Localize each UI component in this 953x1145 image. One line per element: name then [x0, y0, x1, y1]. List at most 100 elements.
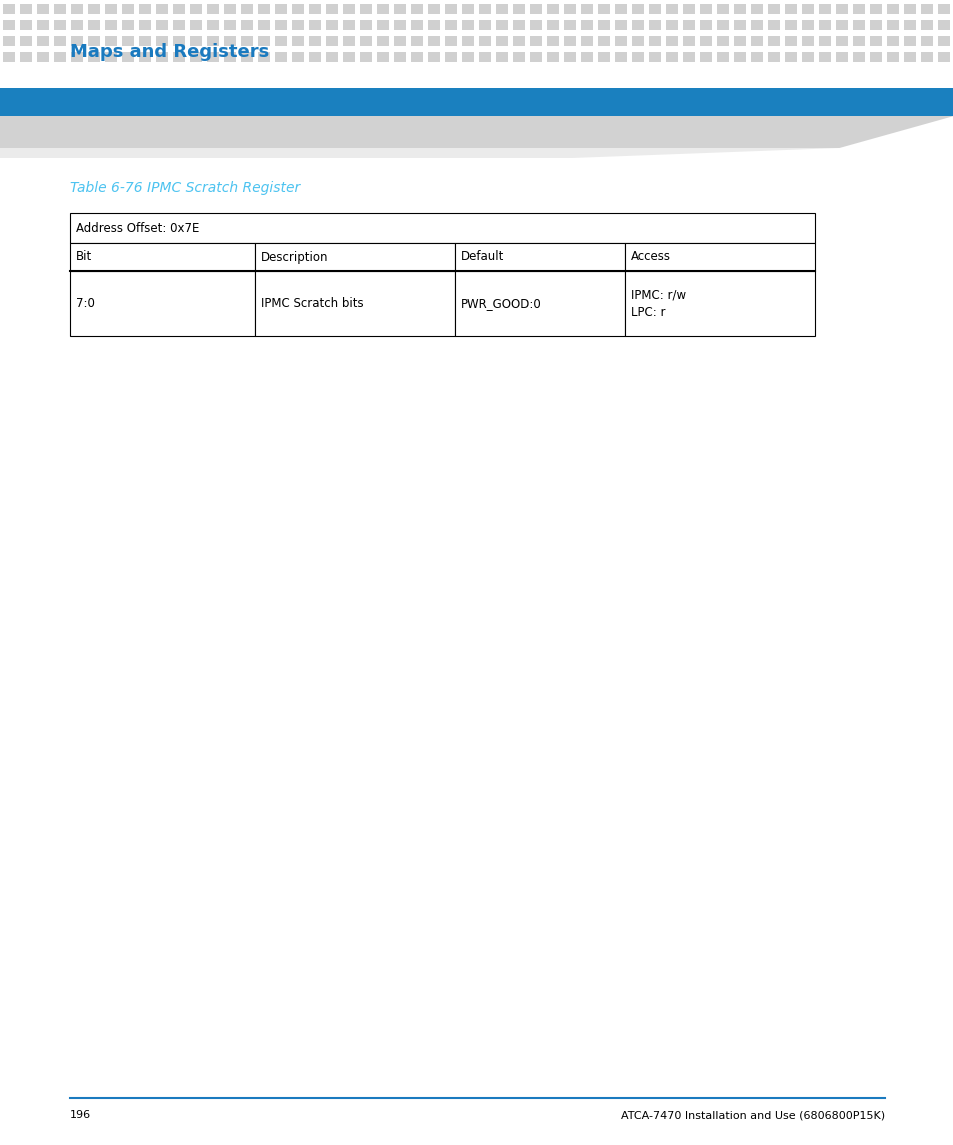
- Bar: [903, 3, 915, 14]
- Bar: [733, 35, 745, 46]
- Bar: [394, 35, 406, 46]
- Bar: [530, 19, 541, 30]
- Bar: [359, 3, 372, 14]
- Bar: [241, 3, 253, 14]
- Bar: [343, 52, 355, 62]
- Bar: [292, 3, 304, 14]
- Bar: [631, 19, 643, 30]
- Bar: [648, 35, 660, 46]
- Bar: [343, 19, 355, 30]
- Bar: [615, 3, 626, 14]
- Bar: [563, 3, 576, 14]
- Bar: [105, 19, 117, 30]
- Bar: [530, 35, 541, 46]
- Bar: [274, 52, 287, 62]
- Bar: [411, 19, 422, 30]
- Bar: [682, 35, 695, 46]
- Bar: [835, 52, 847, 62]
- Bar: [700, 35, 711, 46]
- Bar: [937, 3, 949, 14]
- Bar: [801, 19, 813, 30]
- Bar: [257, 3, 270, 14]
- Text: Maps and Registers: Maps and Registers: [70, 44, 269, 61]
- Bar: [309, 52, 320, 62]
- Bar: [190, 35, 202, 46]
- Bar: [359, 35, 372, 46]
- Bar: [274, 19, 287, 30]
- Bar: [411, 3, 422, 14]
- Bar: [598, 19, 609, 30]
- Text: Access: Access: [630, 251, 670, 263]
- Bar: [835, 19, 847, 30]
- Bar: [648, 19, 660, 30]
- Bar: [852, 35, 864, 46]
- Bar: [37, 19, 49, 30]
- Bar: [717, 19, 728, 30]
- Bar: [207, 52, 219, 62]
- Bar: [733, 19, 745, 30]
- Bar: [750, 3, 762, 14]
- Text: IPMC Scratch bits: IPMC Scratch bits: [261, 297, 363, 310]
- Bar: [156, 19, 168, 30]
- Bar: [444, 35, 456, 46]
- Bar: [88, 3, 100, 14]
- Bar: [767, 3, 780, 14]
- Bar: [801, 3, 813, 14]
- Bar: [190, 52, 202, 62]
- Bar: [455, 271, 624, 335]
- Bar: [903, 35, 915, 46]
- Bar: [359, 52, 372, 62]
- Bar: [105, 35, 117, 46]
- Bar: [241, 35, 253, 46]
- Text: ATCA-7470 Installation and Use (6806800P15K): ATCA-7470 Installation and Use (6806800P…: [620, 1110, 884, 1120]
- Bar: [70, 271, 254, 335]
- Bar: [309, 19, 320, 30]
- Bar: [88, 19, 100, 30]
- Bar: [139, 19, 151, 30]
- Bar: [172, 3, 185, 14]
- Bar: [598, 35, 609, 46]
- Bar: [254, 243, 455, 271]
- Bar: [71, 35, 83, 46]
- Bar: [624, 271, 814, 335]
- Bar: [530, 3, 541, 14]
- Bar: [309, 3, 320, 14]
- Bar: [343, 35, 355, 46]
- Bar: [546, 3, 558, 14]
- Bar: [394, 3, 406, 14]
- Bar: [563, 35, 576, 46]
- Bar: [801, 52, 813, 62]
- Bar: [428, 19, 439, 30]
- Bar: [3, 52, 15, 62]
- Bar: [648, 52, 660, 62]
- Bar: [274, 35, 287, 46]
- Bar: [513, 3, 524, 14]
- Bar: [496, 3, 507, 14]
- Bar: [937, 52, 949, 62]
- Bar: [461, 3, 474, 14]
- Bar: [455, 243, 624, 271]
- Bar: [818, 52, 830, 62]
- Bar: [478, 52, 491, 62]
- Bar: [70, 243, 254, 271]
- Bar: [717, 52, 728, 62]
- Bar: [156, 3, 168, 14]
- Bar: [717, 35, 728, 46]
- Bar: [700, 52, 711, 62]
- Bar: [274, 3, 287, 14]
- Bar: [598, 3, 609, 14]
- Bar: [156, 35, 168, 46]
- Bar: [257, 35, 270, 46]
- Bar: [784, 35, 796, 46]
- Bar: [394, 52, 406, 62]
- Bar: [920, 35, 932, 46]
- Bar: [122, 19, 133, 30]
- Bar: [224, 35, 235, 46]
- Bar: [444, 19, 456, 30]
- Bar: [54, 52, 66, 62]
- Bar: [784, 3, 796, 14]
- Bar: [224, 52, 235, 62]
- Bar: [376, 35, 389, 46]
- Bar: [580, 52, 593, 62]
- Bar: [615, 19, 626, 30]
